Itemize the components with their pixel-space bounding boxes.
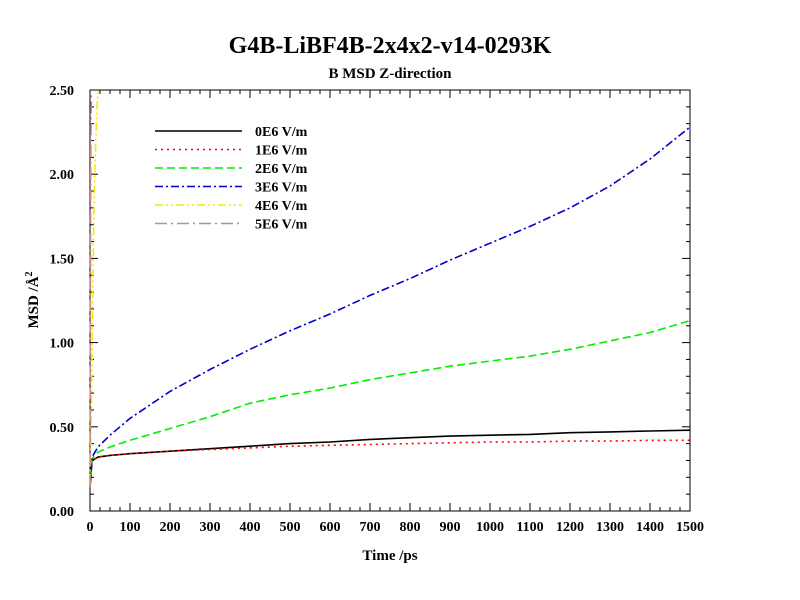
x-tick-label: 700 bbox=[360, 520, 381, 535]
y-tick-label: 1.50 bbox=[50, 252, 75, 267]
series-line-5 bbox=[89, 89, 93, 488]
x-tick-label: 1300 bbox=[596, 520, 624, 535]
x-tick-label: 500 bbox=[280, 520, 301, 535]
series-line-3 bbox=[89, 126, 691, 488]
x-tick-label: 1200 bbox=[556, 520, 584, 535]
y-tick-label: 0.00 bbox=[50, 505, 75, 520]
y-tick-label: 1.00 bbox=[50, 337, 75, 352]
chart-subtitle: B MSD Z-direction bbox=[328, 66, 452, 82]
y-axis-label-text: MSD /Å bbox=[26, 276, 42, 328]
series-line-4 bbox=[89, 89, 99, 488]
series-line-2 bbox=[89, 319, 691, 488]
y-axis-label: MSD /Å2 bbox=[24, 271, 42, 328]
legend-label: 2E6 V/m bbox=[255, 162, 308, 177]
x-tick-label: 400 bbox=[240, 520, 261, 535]
x-tick-label: 800 bbox=[400, 520, 421, 535]
x-tick-label: 900 bbox=[440, 520, 461, 535]
y-tick-label: 2.50 bbox=[50, 84, 75, 99]
x-tick-label: 1400 bbox=[636, 520, 664, 535]
x-tick-label: 300 bbox=[200, 520, 221, 535]
legend-label: 5E6 V/m bbox=[255, 218, 308, 233]
x-tick-label: 100 bbox=[120, 520, 141, 535]
x-tick-label: 1100 bbox=[516, 520, 543, 535]
series-layer bbox=[89, 89, 691, 488]
legend: 0E6 V/m 1E6 V/m 2E6 V/m 3E6 V/m 4E6 V/m 5E6 V… bbox=[155, 125, 308, 233]
chart-title: G4B-LiBF4B-2x4x2-v14-0293K bbox=[229, 33, 552, 59]
legend-label: 1E6 V/m bbox=[255, 144, 308, 159]
x-tick-label: 600 bbox=[320, 520, 341, 535]
plot-frame bbox=[89, 89, 691, 512]
axes: 0 100 200 300 400 500 600 700 800 900 1000 1100 1200… bbox=[50, 84, 705, 535]
y-tick-label: 2.00 bbox=[50, 168, 75, 183]
x-axis-label: Time /ps bbox=[362, 548, 417, 564]
legend-label: 0E6 V/m bbox=[255, 125, 308, 140]
x-tick-label: 0 bbox=[87, 520, 94, 535]
x-tick-label: 1500 bbox=[676, 520, 704, 535]
x-tick-label: 200 bbox=[160, 520, 181, 535]
legend-label: 4E6 V/m bbox=[255, 199, 308, 214]
y-tick-label: 0.50 bbox=[50, 421, 75, 436]
y-axis-label-superscript: 2 bbox=[24, 271, 35, 276]
legend-label: 3E6 V/m bbox=[255, 181, 308, 196]
series-line-0 bbox=[89, 429, 691, 488]
x-tick-label: 1000 bbox=[476, 520, 504, 535]
series-line-1 bbox=[89, 439, 690, 488]
